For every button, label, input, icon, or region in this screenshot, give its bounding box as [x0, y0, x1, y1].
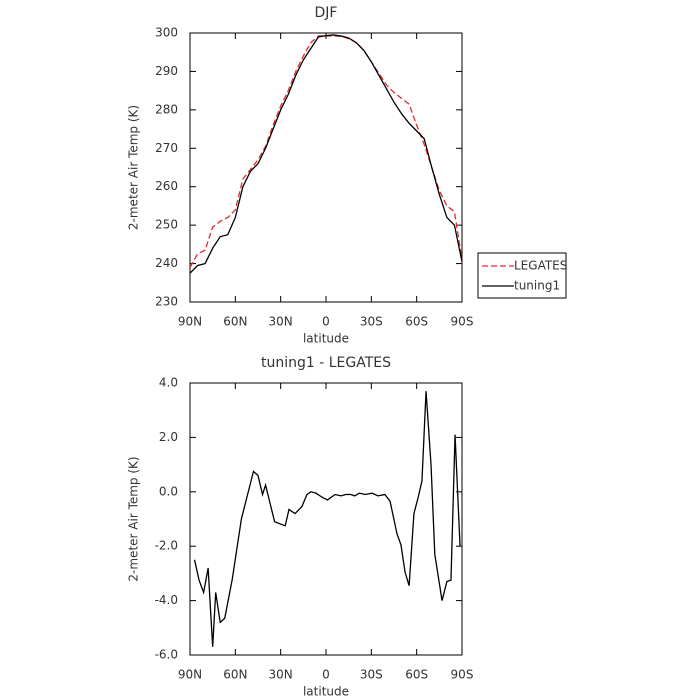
y-tick-label: 230 — [155, 295, 178, 309]
x-tick-label: 60S — [405, 315, 428, 329]
chart-title: tuning1 - LEGATES — [261, 355, 391, 371]
legend-label: LEGATES — [514, 259, 567, 273]
plot-frame — [189, 382, 463, 656]
x-tick-label: 90N — [178, 315, 202, 329]
y-axis-label: 2-meter Air Temp (K) — [127, 105, 141, 230]
x-axis-label: latitude — [303, 332, 349, 346]
data-line — [189, 35, 463, 268]
x-tick-label: 60N — [223, 668, 247, 682]
y-tick-label: 290 — [155, 64, 178, 78]
x-tick-label: 90N — [178, 668, 202, 682]
x-tick-label: 60S — [405, 668, 428, 682]
x-tick-label: 0 — [322, 668, 330, 682]
y-tick-label: -6.0 — [155, 648, 178, 662]
x-tick-label: 90S — [451, 315, 474, 329]
x-tick-label: 60N — [223, 315, 247, 329]
y-tick-label: 4.0 — [159, 376, 178, 390]
y-tick-label: 260 — [155, 179, 178, 193]
x-tick-label: 30N — [269, 668, 293, 682]
plot-frame — [189, 32, 463, 303]
x-tick-label: 30N — [269, 315, 293, 329]
y-tick-label: 250 — [155, 218, 178, 232]
y-tick-label: 240 — [155, 256, 178, 270]
y-tick-label: 270 — [155, 141, 178, 155]
legend-label: tuning1 — [514, 279, 560, 293]
y-axis-label: 2-meter Air Temp (K) — [127, 456, 141, 581]
data-line — [189, 34, 463, 274]
y-tick-label: -2.0 — [155, 539, 178, 553]
x-tick-label: 0 — [322, 315, 330, 329]
x-tick-label: 30S — [360, 315, 383, 329]
y-tick-label: 300 — [155, 26, 178, 40]
y-tick-label: 2.0 — [159, 430, 178, 444]
y-tick-label: 280 — [155, 102, 178, 116]
y-tick-label: 0.0 — [159, 484, 178, 498]
y-tick-label: -4.0 — [155, 593, 178, 607]
x-tick-label: 90S — [451, 668, 474, 682]
x-axis-label: latitude — [303, 685, 349, 699]
x-tick-label: 30S — [360, 668, 383, 682]
data-line — [193, 391, 461, 647]
legend-box — [477, 252, 567, 299]
chart-title: DJF — [315, 5, 338, 21]
